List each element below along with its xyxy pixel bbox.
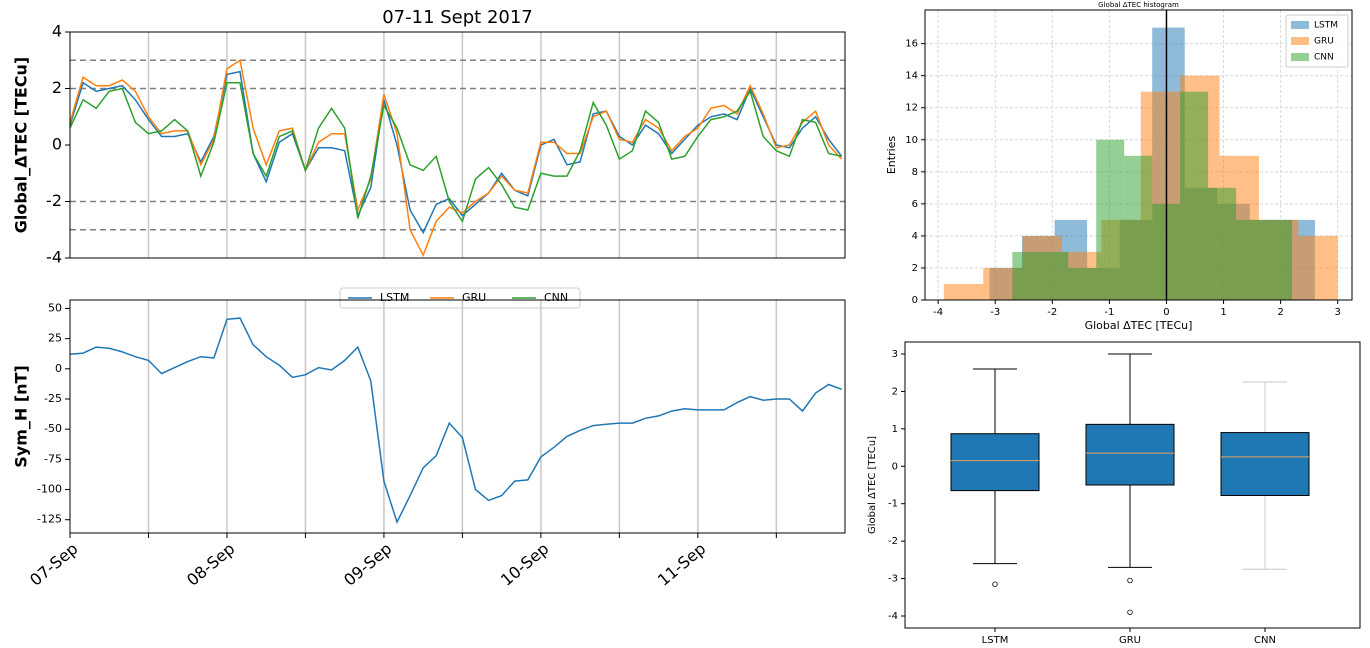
- legend-swatch: [1291, 37, 1309, 45]
- flier: [1127, 609, 1133, 615]
- y-tick-label: 2: [912, 263, 918, 274]
- legend-label: LSTM: [380, 291, 409, 304]
- plot-frame: [924, 9, 1353, 301]
- legend-box: [339, 287, 581, 309]
- y-tick-label: -3: [888, 574, 898, 585]
- x-tick-label: 3: [1335, 307, 1341, 318]
- x-tick-label: GRU: [1119, 635, 1141, 646]
- y-tick-label: 0: [892, 461, 898, 472]
- y-tick-label: 16: [905, 39, 918, 50]
- y-tick-label: 2: [52, 78, 62, 97]
- histogram-bar: [1096, 139, 1125, 300]
- flier: [1127, 577, 1133, 584]
- x-tick-label: 07-Sep: [26, 539, 81, 590]
- y-tick-label: 4: [52, 22, 62, 41]
- legend-swatch: [1291, 53, 1309, 61]
- box: [1220, 432, 1310, 496]
- x-tick-label: 09-Sep: [340, 539, 395, 590]
- histogram-bar: [1068, 267, 1097, 300]
- y-tick-label: 10: [905, 135, 918, 146]
- legend-label: GRU: [1314, 37, 1334, 47]
- histogram-bar: [1012, 251, 1041, 300]
- line-series: [69, 70, 843, 235]
- legend-label: CNN: [544, 291, 568, 304]
- plot-frame: [69, 31, 846, 259]
- histogram-bar: [1236, 219, 1265, 300]
- legend-swatch: [1291, 21, 1309, 29]
- y-tick-label: -25: [44, 392, 62, 405]
- y-axis-label: Entries: [885, 136, 898, 175]
- y-tick-label: -4: [888, 611, 898, 622]
- y-tick-label: 25: [48, 332, 62, 345]
- line-series: [69, 59, 843, 258]
- histogram-bar: [1298, 235, 1338, 300]
- legend-label: LSTM: [1314, 21, 1338, 31]
- y-tick-label: -1: [888, 499, 898, 510]
- flier: [992, 581, 998, 587]
- y-axis-label: Global ΔTEC [TECu]: [867, 436, 878, 534]
- box: [950, 433, 1040, 492]
- histogram-bar: [1208, 187, 1237, 300]
- x-tick-label: 10-Sep: [497, 539, 552, 590]
- line-series: [69, 82, 842, 224]
- y-tick-label: 6: [912, 199, 918, 210]
- y-tick-label: -4: [46, 248, 62, 267]
- y-tick-label: -2: [888, 536, 898, 547]
- x-tick-label: 0: [1163, 307, 1169, 318]
- histogram-bar: [1040, 251, 1069, 300]
- x-tick-label: -2: [1047, 307, 1057, 318]
- line-series: [69, 317, 842, 525]
- x-tick-label: 1: [1220, 307, 1226, 318]
- histogram-bar: [1264, 219, 1293, 300]
- legend-label: GRU: [462, 291, 486, 304]
- y-tick-label: -75: [44, 452, 62, 465]
- y-tick-label: 8: [912, 167, 918, 178]
- y-tick-label: 4: [912, 231, 918, 242]
- y-tick-label: -50: [44, 422, 62, 435]
- histogram-bar: [1180, 91, 1209, 300]
- y-tick-label: -100: [37, 483, 62, 496]
- plot-frame: [904, 341, 1361, 629]
- x-tick-label: LSTM: [982, 635, 1009, 646]
- y-tick-label: 0: [52, 135, 62, 154]
- y-axis-label: Global_ΔTEC [TECu]: [12, 57, 31, 233]
- chart-title: Global ΔTEC histogram: [1098, 1, 1179, 9]
- y-axis-label: Sym_H [nT]: [12, 365, 31, 468]
- x-axis-label: Global ΔTEC [TECu]: [1085, 319, 1193, 332]
- chart-title: 07-11 Sept 2017: [382, 7, 533, 28]
- y-tick-label: 14: [905, 71, 918, 82]
- histogram-bar: [1124, 155, 1153, 300]
- y-tick-label: 2: [892, 386, 898, 397]
- histogram-bar: [943, 283, 984, 300]
- plot-frame: [69, 299, 846, 534]
- y-tick-label: 0: [55, 362, 62, 375]
- x-tick-label: -1: [1104, 307, 1114, 318]
- x-tick-label: CNN: [1254, 635, 1276, 646]
- x-tick-label: 08-Sep: [183, 539, 238, 590]
- y-tick-label: 3: [892, 349, 898, 360]
- legend-label: CNN: [1314, 53, 1334, 63]
- x-tick-label: -3: [990, 307, 1000, 318]
- x-tick-label: 11-Sep: [654, 539, 709, 590]
- y-tick-label: 50: [48, 301, 62, 314]
- x-tick-label: -4: [933, 307, 943, 318]
- y-tick-label: 1: [892, 424, 898, 435]
- x-tick-label: 2: [1277, 307, 1283, 318]
- y-tick-label: 12: [905, 103, 918, 114]
- y-tick-label: 0: [912, 295, 918, 306]
- y-tick-label: -125: [37, 513, 62, 526]
- y-tick-label: -2: [46, 191, 62, 210]
- box: [1085, 423, 1175, 486]
